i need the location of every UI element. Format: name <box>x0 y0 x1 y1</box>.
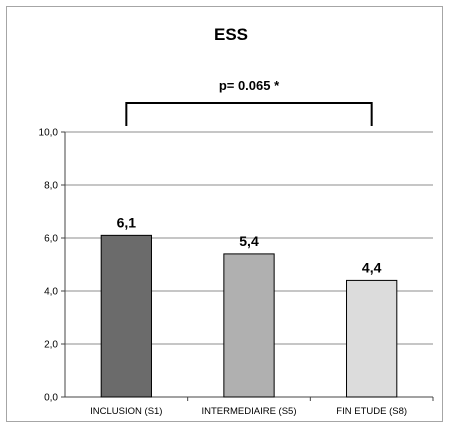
y-tick-label: 4,0 <box>44 287 58 298</box>
y-tick-label: 6,0 <box>44 234 58 245</box>
y-tick-label: 2,0 <box>44 340 58 351</box>
bar <box>100 234 152 398</box>
bar <box>346 279 398 398</box>
y-tick-label: 10,0 <box>39 128 59 139</box>
data-label: 6,1 <box>117 214 137 230</box>
chart-title: ESS <box>214 25 248 44</box>
significance-bracket: p= 0.065 * <box>125 78 373 126</box>
bar-layer: 6,1 5,4 4,4 <box>100 214 398 398</box>
bar <box>223 253 275 398</box>
x-tick-label: FIN ETUDE (S8) <box>336 406 407 417</box>
axis-layer: 0,0 2,0 4,0 6,0 8,0 10,0 INCLUSION (S1) INTERME… <box>39 128 434 417</box>
data-label: 4,4 <box>362 259 382 275</box>
y-tick-label: 8,0 <box>44 181 58 192</box>
bracket-line <box>125 102 373 126</box>
x-tick-label: INTERMEDIAIRE (S5) <box>201 406 296 417</box>
x-tick-label: INCLUSION (S1) <box>90 406 162 417</box>
data-label: 5,4 <box>239 233 259 249</box>
y-tick-label: 0,0 <box>44 393 58 404</box>
p-value-annotation: p= 0.065 * <box>219 78 280 93</box>
